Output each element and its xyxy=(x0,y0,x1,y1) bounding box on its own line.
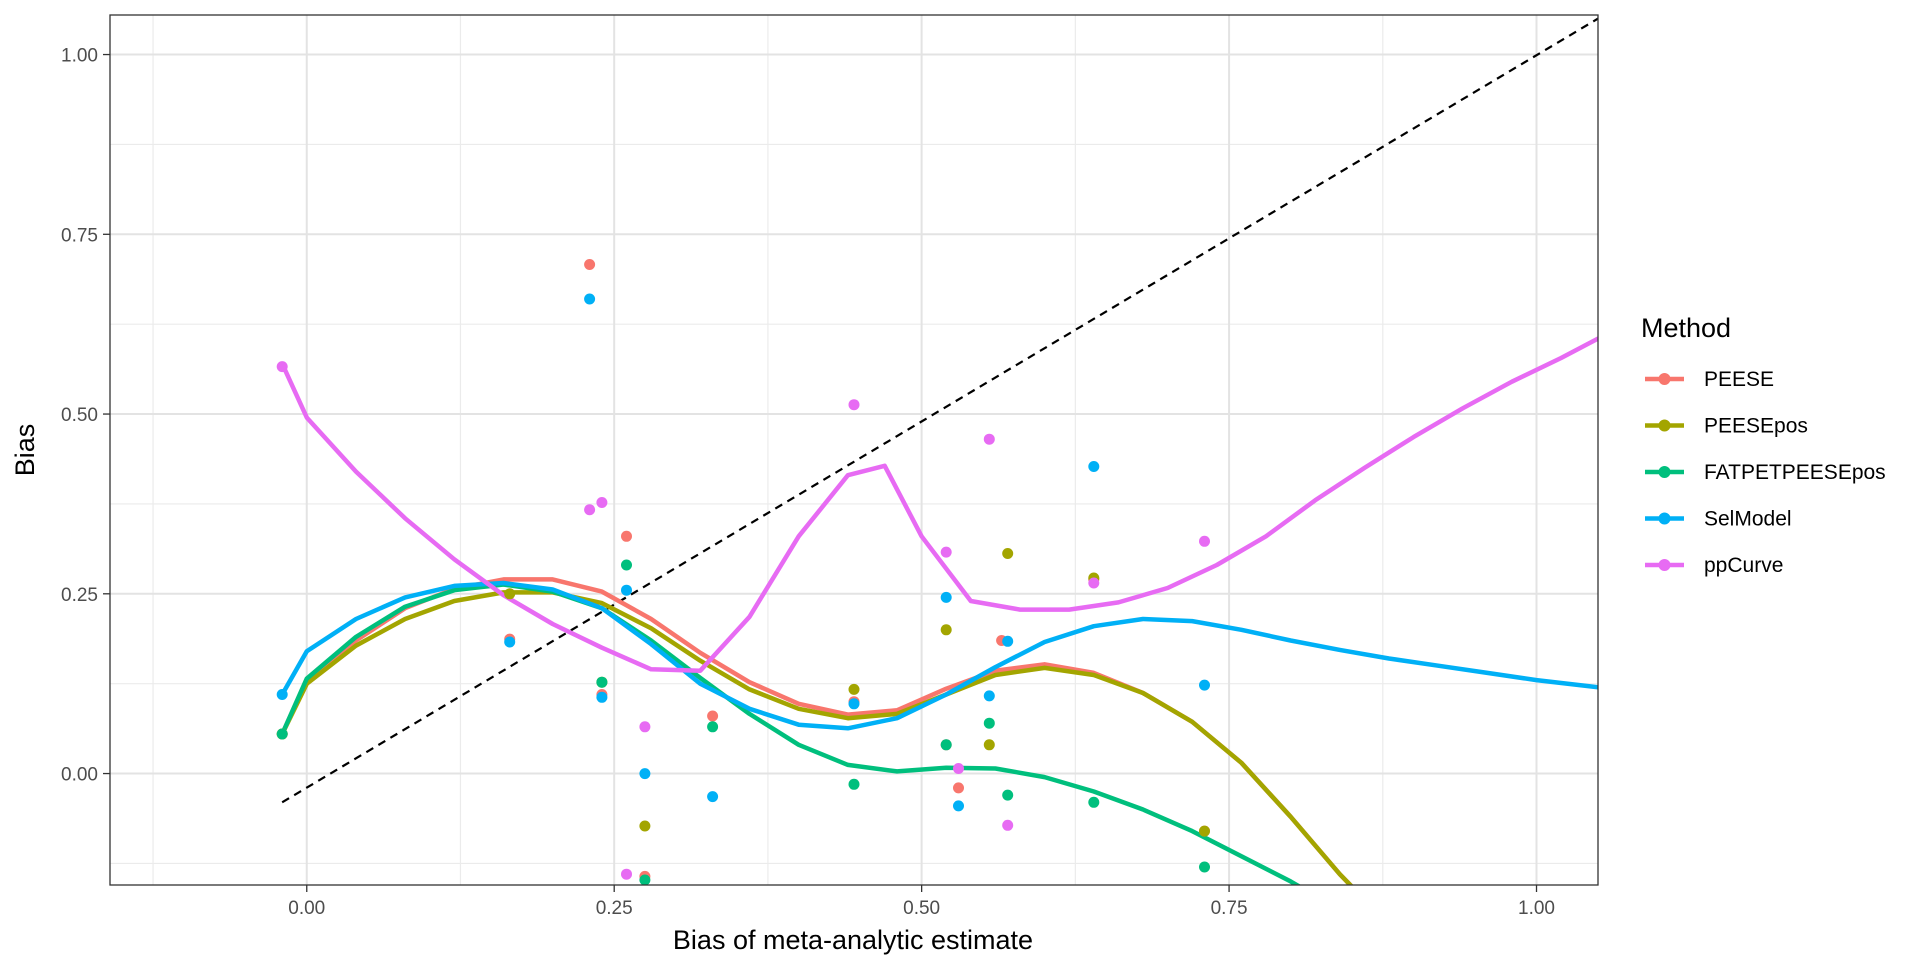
point-ppcurve xyxy=(596,497,608,508)
legend-item-selmodel: SelModel xyxy=(1645,508,1792,531)
point-peesepos xyxy=(639,820,651,832)
legend-item-peese: PEESE xyxy=(1645,368,1774,391)
point-peese xyxy=(707,710,719,722)
point-selmodel xyxy=(983,690,995,702)
point-selmodel xyxy=(1002,635,1014,647)
identity-reference-line xyxy=(281,17,1598,804)
point-selmodel xyxy=(639,768,651,780)
point-peese xyxy=(621,530,632,542)
point-fatpetpeesepos xyxy=(639,874,651,885)
legend-label: ppCurve xyxy=(1704,554,1783,577)
point-selmodel xyxy=(504,636,516,648)
point-fatpetpeesepos xyxy=(276,728,288,740)
data-points xyxy=(276,259,1210,885)
smooth-line-ppcurve xyxy=(279,336,1598,673)
y-tick-label: 0.50 xyxy=(61,405,98,426)
y-axis: 0.00 0.25 0.50 0.75 1.00 xyxy=(61,46,110,786)
plot-panel xyxy=(109,14,1599,886)
x-tick-label: 0.50 xyxy=(903,898,940,919)
x-tick-label: 0.00 xyxy=(288,898,325,919)
point-selmodel xyxy=(276,689,288,700)
x-tick-label: 0.25 xyxy=(596,898,633,919)
y-tick-label: 0.00 xyxy=(61,765,98,786)
point-selmodel xyxy=(707,791,719,803)
point-ppcurve xyxy=(276,361,288,373)
point-fatpetpeesepos xyxy=(983,717,995,729)
point-ppcurve xyxy=(621,868,632,880)
point-fatpetpeesepos xyxy=(1002,789,1014,801)
point-selmodel xyxy=(1199,679,1210,691)
point-fatpetpeesepos xyxy=(621,559,632,571)
point-selmodel xyxy=(596,691,608,703)
x-axis-title: Bias of meta-analytic estimate xyxy=(673,925,1033,955)
smooth-line-selmodel xyxy=(279,580,1598,731)
point-fatpetpeesepos xyxy=(596,676,608,688)
point-peese xyxy=(953,782,964,794)
point-ppcurve xyxy=(639,721,651,733)
legend-label: PEESEpos xyxy=(1704,415,1808,438)
legend-item-ppcurve: ppCurve xyxy=(1645,554,1783,577)
legend-items: PEESE PEESEpos FATPETPEESEpos SelModel ppCur… xyxy=(1645,368,1886,577)
panel-border xyxy=(109,14,1599,886)
point-fatpetpeesepos xyxy=(1088,796,1100,808)
legend: Method PEESE PEESEpos FATPETPEESEpos SelMod… xyxy=(1641,313,1886,577)
point-ppcurve xyxy=(1088,577,1100,589)
point-ppcurve xyxy=(848,399,860,411)
point-fatpetpeesepos xyxy=(848,778,860,790)
point-selmodel xyxy=(584,293,596,305)
point-peesepos xyxy=(983,739,995,751)
point-ppcurve xyxy=(584,504,596,516)
point-ppcurve xyxy=(1199,535,1210,547)
point-peesepos xyxy=(940,624,952,636)
point-peese xyxy=(584,259,596,270)
point-ppcurve xyxy=(1002,819,1014,831)
legend-key-point xyxy=(1658,559,1671,571)
point-peesepos xyxy=(1002,548,1014,559)
y-tick-label: 0.25 xyxy=(61,585,98,606)
y-tick-label: 0.75 xyxy=(61,225,98,246)
legend-title: Method xyxy=(1641,313,1731,343)
major-gridlines xyxy=(110,15,1598,885)
y-axis-title: Bias xyxy=(10,424,40,477)
legend-label: FATPETPEESEpos xyxy=(1704,461,1886,484)
legend-key-point xyxy=(1658,466,1671,478)
x-tick-label: 0.75 xyxy=(1211,898,1248,919)
minor-gridlines xyxy=(110,15,1598,885)
point-fatpetpeesepos xyxy=(707,721,719,733)
point-ppcurve xyxy=(983,433,995,445)
legend-key-point xyxy=(1658,512,1671,525)
identity-line xyxy=(281,17,1598,804)
smooth-line-fatpetpeesepos xyxy=(279,582,1302,885)
point-selmodel xyxy=(621,584,632,596)
legend-item-peesepos: PEESEpos xyxy=(1645,415,1808,438)
smooth-line-peesepos xyxy=(279,590,1354,885)
point-peesepos xyxy=(504,588,516,600)
point-peesepos xyxy=(848,683,860,695)
legend-key-point xyxy=(1658,419,1671,432)
legend-label: SelModel xyxy=(1704,508,1792,531)
y-tick-label: 1.00 xyxy=(61,46,98,67)
point-peesepos xyxy=(1199,825,1210,837)
point-ppcurve xyxy=(940,546,952,558)
point-fatpetpeesepos xyxy=(940,739,952,751)
smoothed-curves xyxy=(279,336,1598,885)
point-selmodel xyxy=(940,591,952,603)
point-selmodel xyxy=(953,800,964,812)
legend-item-fatpetpeesepos: FATPETPEESEpos xyxy=(1645,461,1886,484)
x-axis: 0.00 0.25 0.50 0.75 1.00 xyxy=(288,885,1555,919)
x-tick-label: 1.00 xyxy=(1518,898,1555,919)
point-fatpetpeesepos xyxy=(1199,861,1210,873)
point-ppcurve xyxy=(953,763,964,774)
legend-label: PEESE xyxy=(1704,368,1774,391)
point-selmodel xyxy=(848,698,860,710)
point-selmodel xyxy=(1088,461,1100,472)
legend-key-point xyxy=(1658,373,1671,385)
